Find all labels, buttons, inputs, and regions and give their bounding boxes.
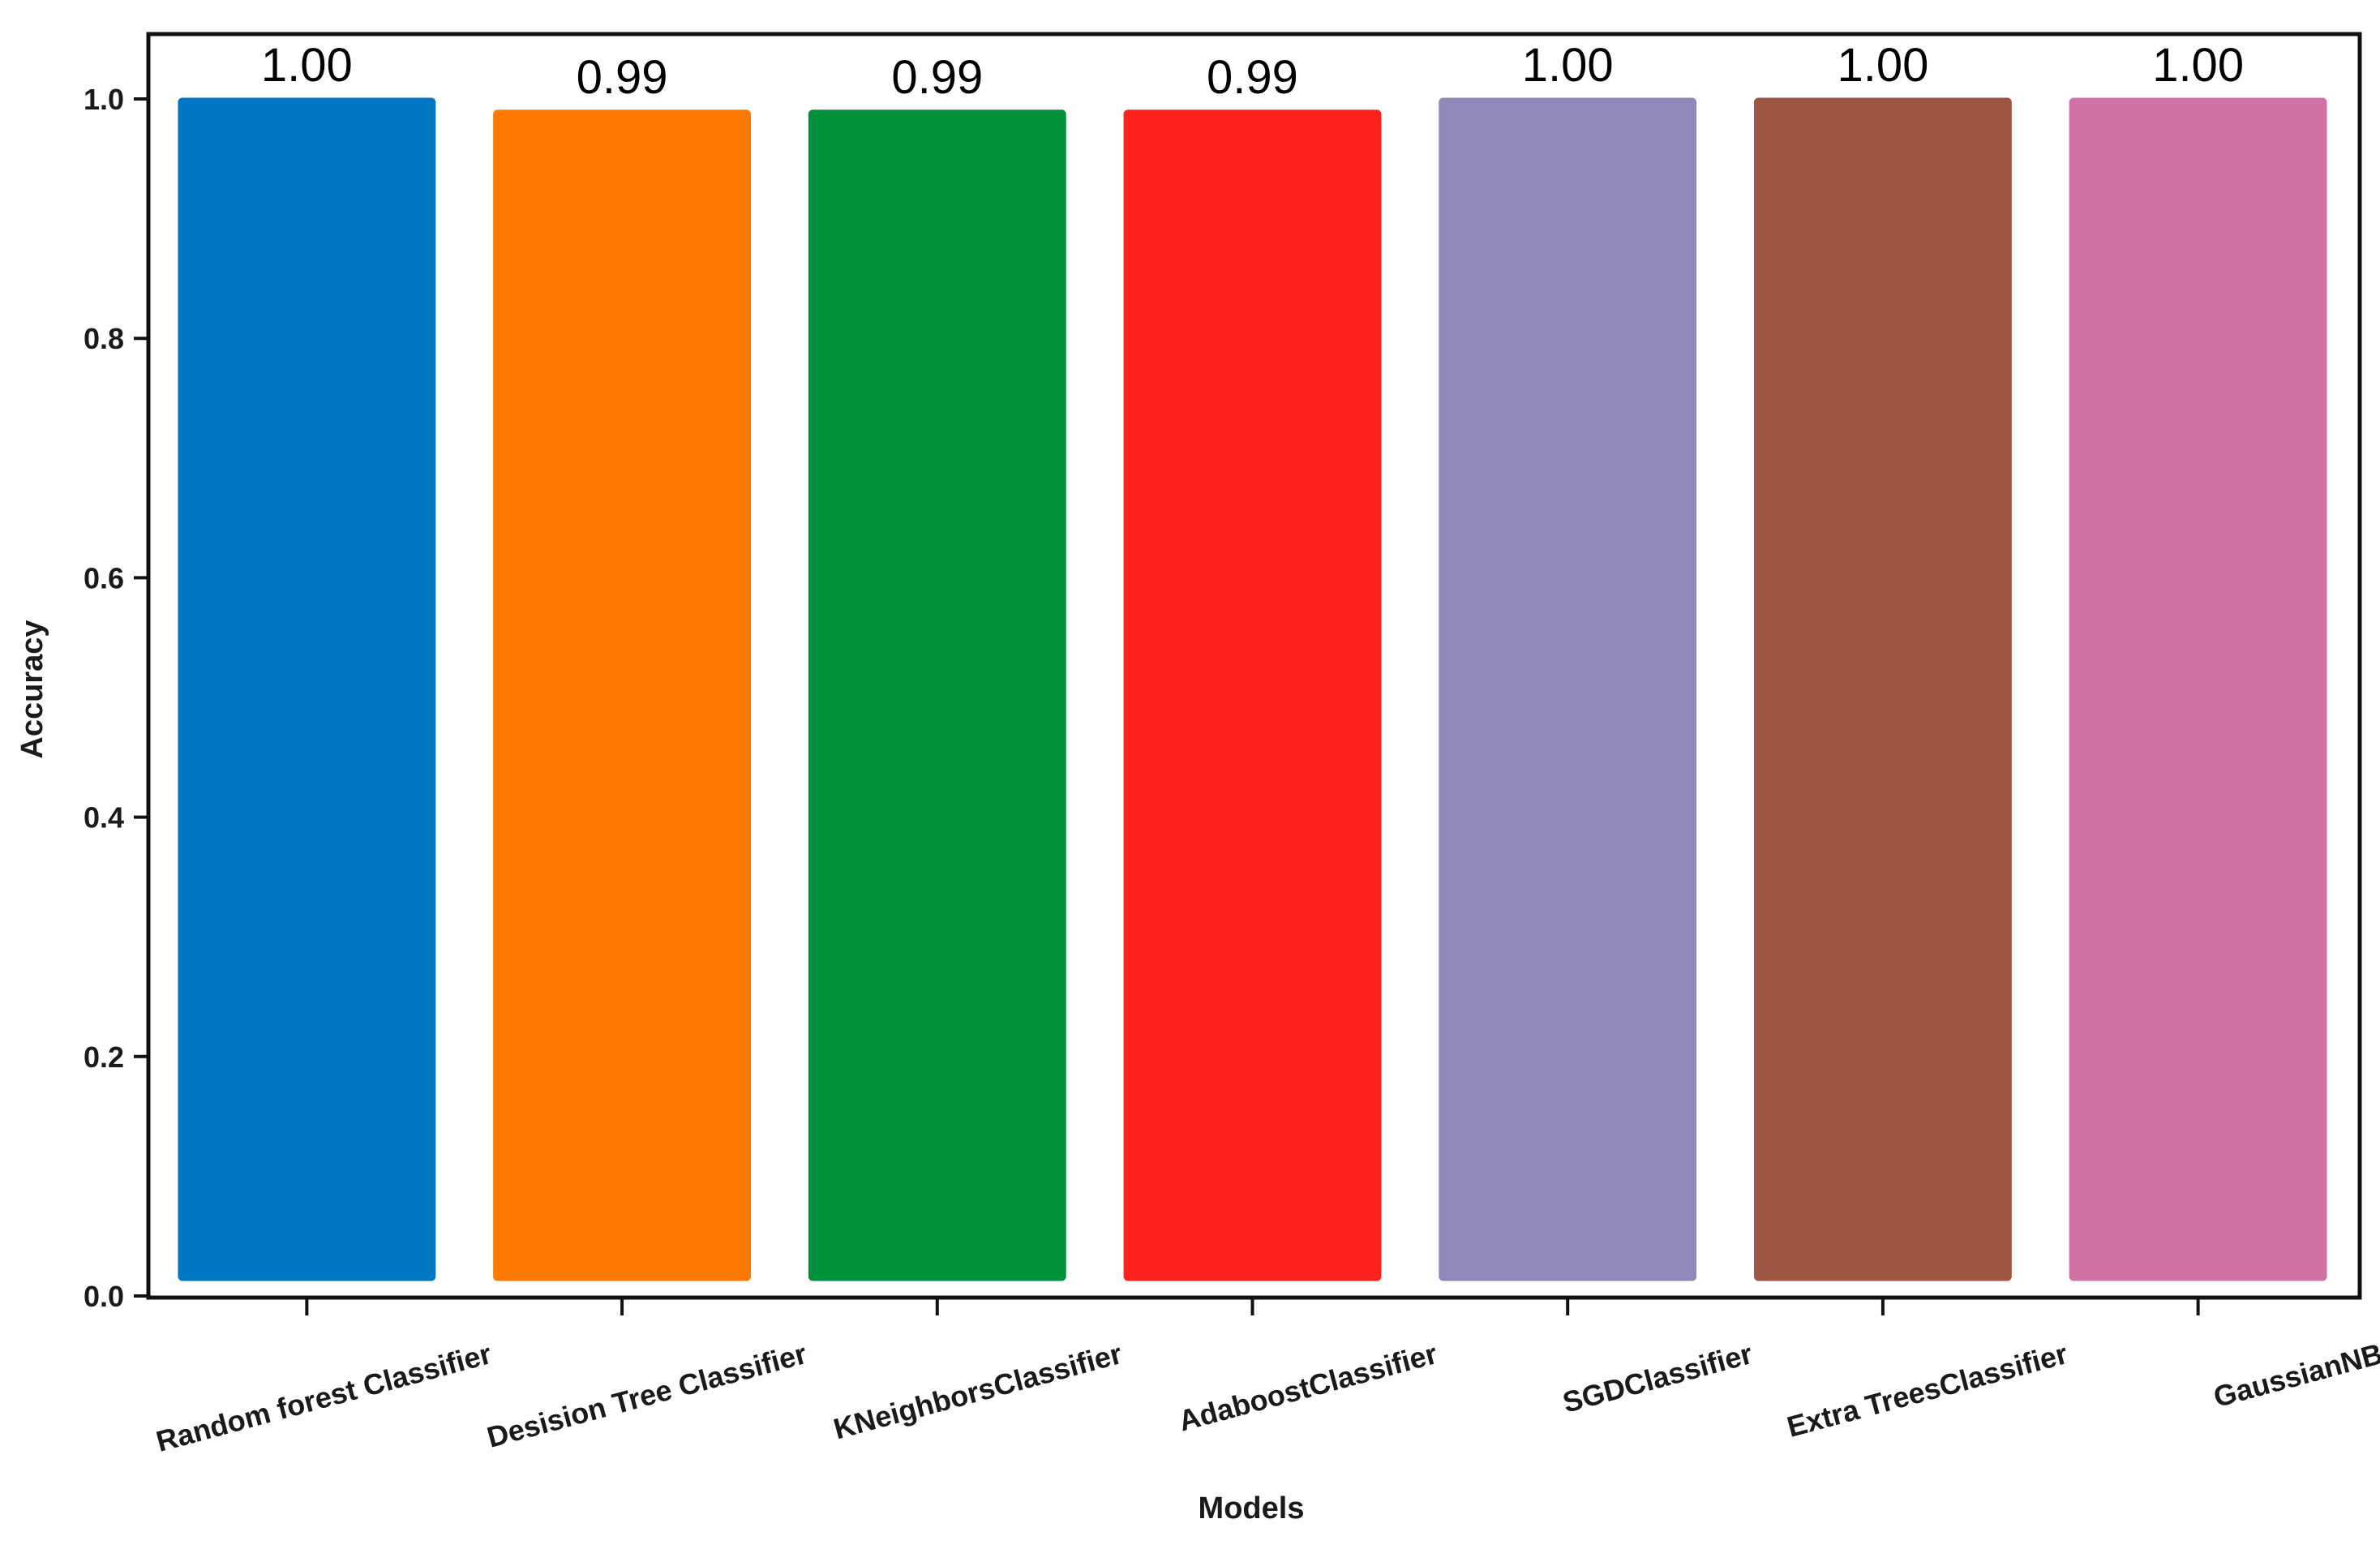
bar [178,97,436,1281]
bar-value-label: 0.99 [1207,51,1298,104]
x-tick-label: Extra TreesClassifier [1783,1337,2071,1444]
bar [1123,109,1382,1281]
y-axis-title: Accuracy [15,620,49,758]
x-tick-label: SGDClassifier [1559,1337,1756,1419]
x-tick-label: Random forest Classifier [152,1337,495,1458]
bar [808,109,1066,1281]
bar-value-label: 1.00 [1837,39,1928,92]
data-labels: 1.00 0.99 0.99 0.99 1.00 1.00 1.00 [261,39,2244,104]
x-tick-label: KNeighborsClassifier [830,1337,1126,1445]
bar-value-label: 0.99 [577,51,668,104]
y-tick-label: 0.8 [84,322,124,355]
bar-value-label: 1.00 [261,39,353,92]
bar-value-label: 1.00 [1522,39,1614,92]
x-tick-label: Desision Tree Classifier [483,1337,810,1454]
y-tick-label: 0.4 [84,801,124,835]
bar-value-label: 1.00 [2152,39,2244,92]
x-axis-title: Models [1199,1491,1305,1525]
y-tick-label: 0.2 [84,1041,124,1074]
bar [493,109,752,1281]
bar [1439,97,1697,1281]
y-axis: 0.0 0.2 0.4 0.6 0.8 1.0 [84,83,148,1313]
bar-value-label: 0.99 [891,51,983,104]
y-tick-label: 1.0 [84,83,124,116]
bar [2069,97,2327,1281]
y-tick-label: 0.6 [84,561,124,594]
x-tick-label: AdaboostClassifier [1175,1337,1441,1438]
y-tick-label: 0.0 [84,1280,124,1313]
bar [1753,97,2012,1281]
bars [178,97,2327,1281]
x-tick-label: GaussianNB [2210,1337,2380,1414]
